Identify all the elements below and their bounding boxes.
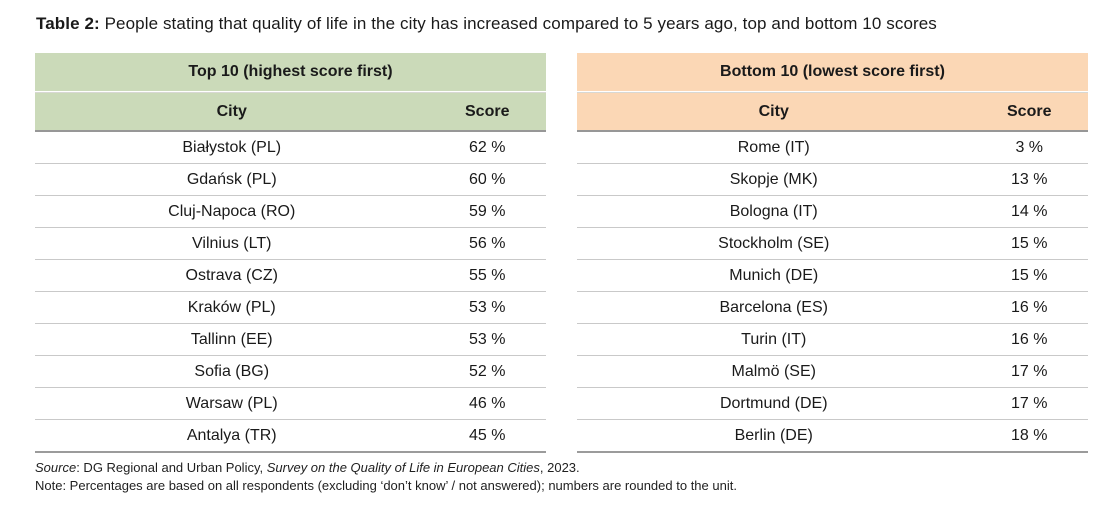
table-row: Gdańsk (PL) 60 %	[35, 164, 546, 196]
city-cell: Rome (IT)	[577, 132, 971, 164]
city-cell: Barcelona (ES)	[577, 292, 971, 324]
score-cell: 15 %	[970, 228, 1088, 260]
top10-column-header-city: City	[35, 92, 429, 132]
table-row: Cluj-Napoca (RO) 59 %	[35, 196, 546, 228]
bottom10-column-header-row: City Score	[577, 92, 1088, 132]
table-row: Białystok (PL) 62 %	[35, 132, 546, 164]
table-row: Vilnius (LT) 56 %	[35, 228, 546, 260]
bottom10-caption: Bottom 10 (lowest score first)	[577, 53, 1088, 92]
city-cell: Cluj-Napoca (RO)	[35, 196, 429, 228]
source-note: Source: DG Regional and Urban Policy, Su…	[35, 459, 1089, 477]
score-cell: 53 %	[428, 292, 546, 324]
city-cell: Ostrava (CZ)	[35, 260, 429, 292]
table-row: Bologna (IT) 14 %	[577, 196, 1088, 228]
table-row: Barcelona (ES) 16 %	[577, 292, 1088, 324]
city-cell: Skopje (MK)	[577, 164, 971, 196]
city-cell: Dortmund (DE)	[577, 388, 971, 420]
score-cell: 15 %	[970, 260, 1088, 292]
city-cell: Berlin (DE)	[577, 420, 971, 453]
score-cell: 53 %	[428, 324, 546, 356]
table-row: Tallinn (EE) 53 %	[35, 324, 546, 356]
bottom10-caption-row: Bottom 10 (lowest score first)	[577, 53, 1088, 92]
city-cell: Stockholm (SE)	[577, 228, 971, 260]
score-cell: 17 %	[970, 356, 1088, 388]
table-number-label: Table 2:	[36, 14, 100, 33]
source-label: Source	[35, 460, 77, 475]
top10-caption: Top 10 (highest score first)	[35, 53, 546, 92]
tables-container: Top 10 (highest score first) City Score …	[35, 53, 1089, 453]
table-row: Kraków (PL) 53 %	[35, 292, 546, 324]
city-cell: Tallinn (EE)	[35, 324, 429, 356]
bottom10-column-header-score: Score	[970, 92, 1088, 132]
score-cell: 62 %	[428, 132, 546, 164]
city-cell: Malmö (SE)	[577, 356, 971, 388]
score-cell: 55 %	[428, 260, 546, 292]
city-cell: Warsaw (PL)	[35, 388, 429, 420]
city-cell: Antalya (TR)	[35, 420, 429, 453]
top10-caption-row: Top 10 (highest score first)	[35, 53, 546, 92]
score-cell: 59 %	[428, 196, 546, 228]
score-cell: 60 %	[428, 164, 546, 196]
bottom10-table: Bottom 10 (lowest score first) City Scor…	[577, 53, 1088, 453]
score-cell: 46 %	[428, 388, 546, 420]
city-cell: Gdańsk (PL)	[35, 164, 429, 196]
score-cell: 3 %	[970, 132, 1088, 164]
table-row: Antalya (TR) 45 %	[35, 420, 546, 453]
city-cell: Białystok (PL)	[35, 132, 429, 164]
score-cell: 14 %	[970, 196, 1088, 228]
table-title-text: People stating that quality of life in t…	[99, 14, 937, 33]
city-cell: Vilnius (LT)	[35, 228, 429, 260]
source-mid: : DG Regional and Urban Policy,	[76, 460, 267, 475]
top10-table: Top 10 (highest score first) City Score …	[35, 53, 546, 453]
page-title: Table 2: People stating that quality of …	[36, 13, 1089, 34]
score-cell: 16 %	[970, 324, 1088, 356]
city-cell: Munich (DE)	[577, 260, 971, 292]
table-row: Skopje (MK) 13 %	[577, 164, 1088, 196]
score-cell: 56 %	[428, 228, 546, 260]
score-cell: 16 %	[970, 292, 1088, 324]
table-row: Berlin (DE) 18 %	[577, 420, 1088, 453]
table-row: Sofia (BG) 52 %	[35, 356, 546, 388]
table-row: Warsaw (PL) 46 %	[35, 388, 546, 420]
top10-column-header-score: Score	[428, 92, 546, 132]
source-work-title: Survey on the Quality of Life in Europea…	[266, 460, 540, 475]
footer: Source: DG Regional and Urban Policy, Su…	[35, 459, 1089, 494]
city-cell: Sofia (BG)	[35, 356, 429, 388]
footnote: Note: Percentages are based on all respo…	[35, 477, 737, 493]
city-cell: Kraków (PL)	[35, 292, 429, 324]
table-row: Ostrava (CZ) 55 %	[35, 260, 546, 292]
city-cell: Bologna (IT)	[577, 196, 971, 228]
bottom10-column-header-city: City	[577, 92, 971, 132]
table-row: Turin (IT) 16 %	[577, 324, 1088, 356]
table-figure: Table 2: People stating that quality of …	[35, 13, 1089, 494]
source-end: , 2023.	[539, 460, 580, 475]
table-row: Rome (IT) 3 %	[577, 132, 1088, 164]
score-cell: 18 %	[970, 420, 1088, 453]
city-cell: Turin (IT)	[577, 324, 971, 356]
score-cell: 17 %	[970, 388, 1088, 420]
table-row: Malmö (SE) 17 %	[577, 356, 1088, 388]
score-cell: 45 %	[428, 420, 546, 453]
table-row: Munich (DE) 15 %	[577, 260, 1088, 292]
table-row: Stockholm (SE) 15 %	[577, 228, 1088, 260]
score-cell: 52 %	[428, 356, 546, 388]
score-cell: 13 %	[970, 164, 1088, 196]
top10-column-header-row: City Score	[35, 92, 546, 132]
table-row: Dortmund (DE) 17 %	[577, 388, 1088, 420]
